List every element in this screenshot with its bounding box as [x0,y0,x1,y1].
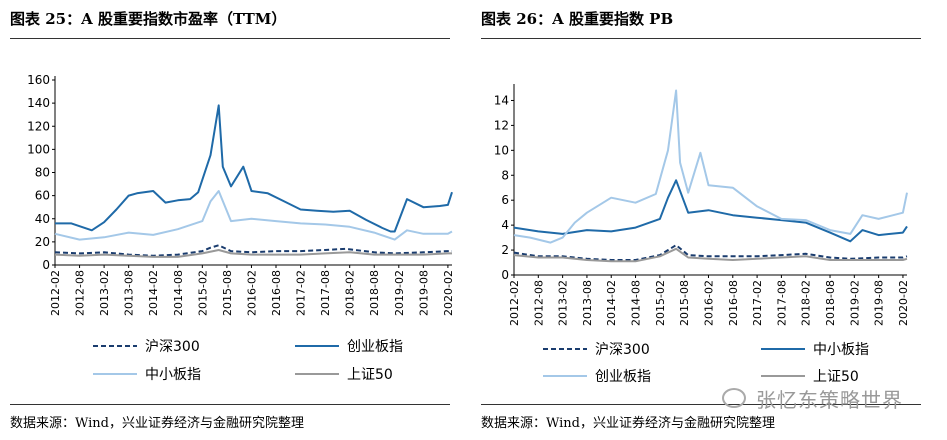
x-tick-label: 2017-02 [751,280,764,326]
y-tick-label: 100 [27,142,50,156]
x-tick-label: 2019-08 [417,270,430,316]
legend-label: 沪深300 [595,342,650,358]
x-tick-label: 2019-02 [848,280,861,326]
chart-title: 图表 25：A 股重要指数市盈率（TTM） [10,10,287,28]
y-tick-label: 20 [35,235,50,249]
source-rule [481,404,921,405]
chart-source: 数据来源：Wind，兴业证券经济与金融研究院整理 [10,416,304,431]
x-tick-label: 2018-08 [824,280,837,326]
legend-label: 创业板指 [347,339,403,355]
legend-label: 上证50 [813,369,859,385]
x-tick-label: 2018-08 [368,270,381,316]
y-tick-label: 0 [42,258,50,272]
x-tick-label: 2014-02 [147,270,160,316]
x-tick-label: 2020-02 [897,280,910,326]
x-tick-label: 2014-08 [630,280,643,326]
series-line [55,104,453,233]
y-tick-label: 8 [501,168,509,182]
pb-chart: 0 2 4 6 8 10 12 14 2012-02 2012-08 2013-02 2013-08 2… [494,84,910,385]
y-tick-label: 0 [501,268,509,282]
y-tick-label: 80 [35,166,50,180]
legend-label: 中小板指 [813,342,869,358]
series-line [513,89,908,244]
x-tick-label: 2016-08 [270,270,283,316]
series-line [54,249,452,258]
y-tick-label: 14 [494,93,509,107]
source-rule [10,404,450,405]
y-tick-label: 60 [35,189,50,203]
y-tick-label: 12 [494,118,509,132]
series-line [513,247,908,263]
x-tick-label: 2012-02 [508,280,521,326]
y-tick-label: 10 [494,143,509,157]
x-tick-label: 2016-02 [245,270,258,316]
x-tick-label: 2016-02 [702,280,715,326]
y-tick-label: 4 [501,218,509,232]
chart-panel-pb: 图表 26：A 股重要指数 PB 0 2 4 6 8 10 12 14 2012-02 2012-… [481,0,936,440]
x-tick-label: 2012-02 [49,270,62,316]
legend-label: 中小板指 [145,367,201,383]
x-tick-label: 2014-02 [605,280,618,326]
x-tick-label: 2015-08 [221,270,234,316]
y-tick-label: 140 [27,96,50,110]
x-tick-label: 2013-02 [98,270,111,316]
y-tick-label: 6 [501,193,509,207]
y-tick-label: 40 [35,212,50,226]
y-tick-label: 160 [27,73,50,87]
chart-source: 数据来源：Wind，兴业证券经济与金融研究院整理 [481,416,775,431]
x-tick-label: 2018-02 [344,270,357,316]
x-tick-label: 2020-02 [442,270,455,316]
pe-chart: 0 20 40 60 80 100 120 140 160 2012-02 2012-08 2013-… [27,73,455,383]
series-line [513,244,908,261]
x-tick-label: 2013-08 [581,280,594,326]
y-tick-label: 2 [501,243,509,257]
x-tick-label: 2018-02 [800,280,813,326]
x-tick-label: 2014-08 [172,270,185,316]
x-tick-label: 2019-08 [873,280,886,326]
x-tick-label: 2017-08 [319,270,332,316]
x-tick-label: 2013-08 [123,270,136,316]
x-tick-label: 2017-02 [295,270,308,316]
watermark: 张忆东策略世界 [756,388,903,412]
series-line [513,179,908,243]
x-tick-label: 2017-08 [775,280,788,326]
title-rule [481,38,921,39]
chart-panel-pe: 图表 25：A 股重要指数市盈率（TTM） 0 20 40 60 80 100 120 140… [10,0,465,440]
series-line [54,244,452,257]
x-tick-label: 2012-08 [532,280,545,326]
x-tick-label: 2019-02 [393,270,406,316]
x-tick-label: 2015-08 [678,280,691,326]
x-tick-label: 2013-02 [557,280,570,326]
legend-label: 上证50 [347,367,393,383]
chart-title: 图表 26：A 股重要指数 PB [481,10,674,28]
x-tick-label: 2015-02 [654,280,667,326]
x-tick-label: 2012-08 [74,270,87,316]
title-rule [10,38,450,39]
wechat-icon [722,388,746,408]
series-line [54,190,453,241]
y-tick-label: 120 [27,119,50,133]
x-tick-label: 2016-08 [727,280,740,326]
x-tick-label: 2015-02 [196,270,209,316]
legend-label: 创业板指 [595,369,651,385]
legend-label: 沪深300 [145,339,200,355]
